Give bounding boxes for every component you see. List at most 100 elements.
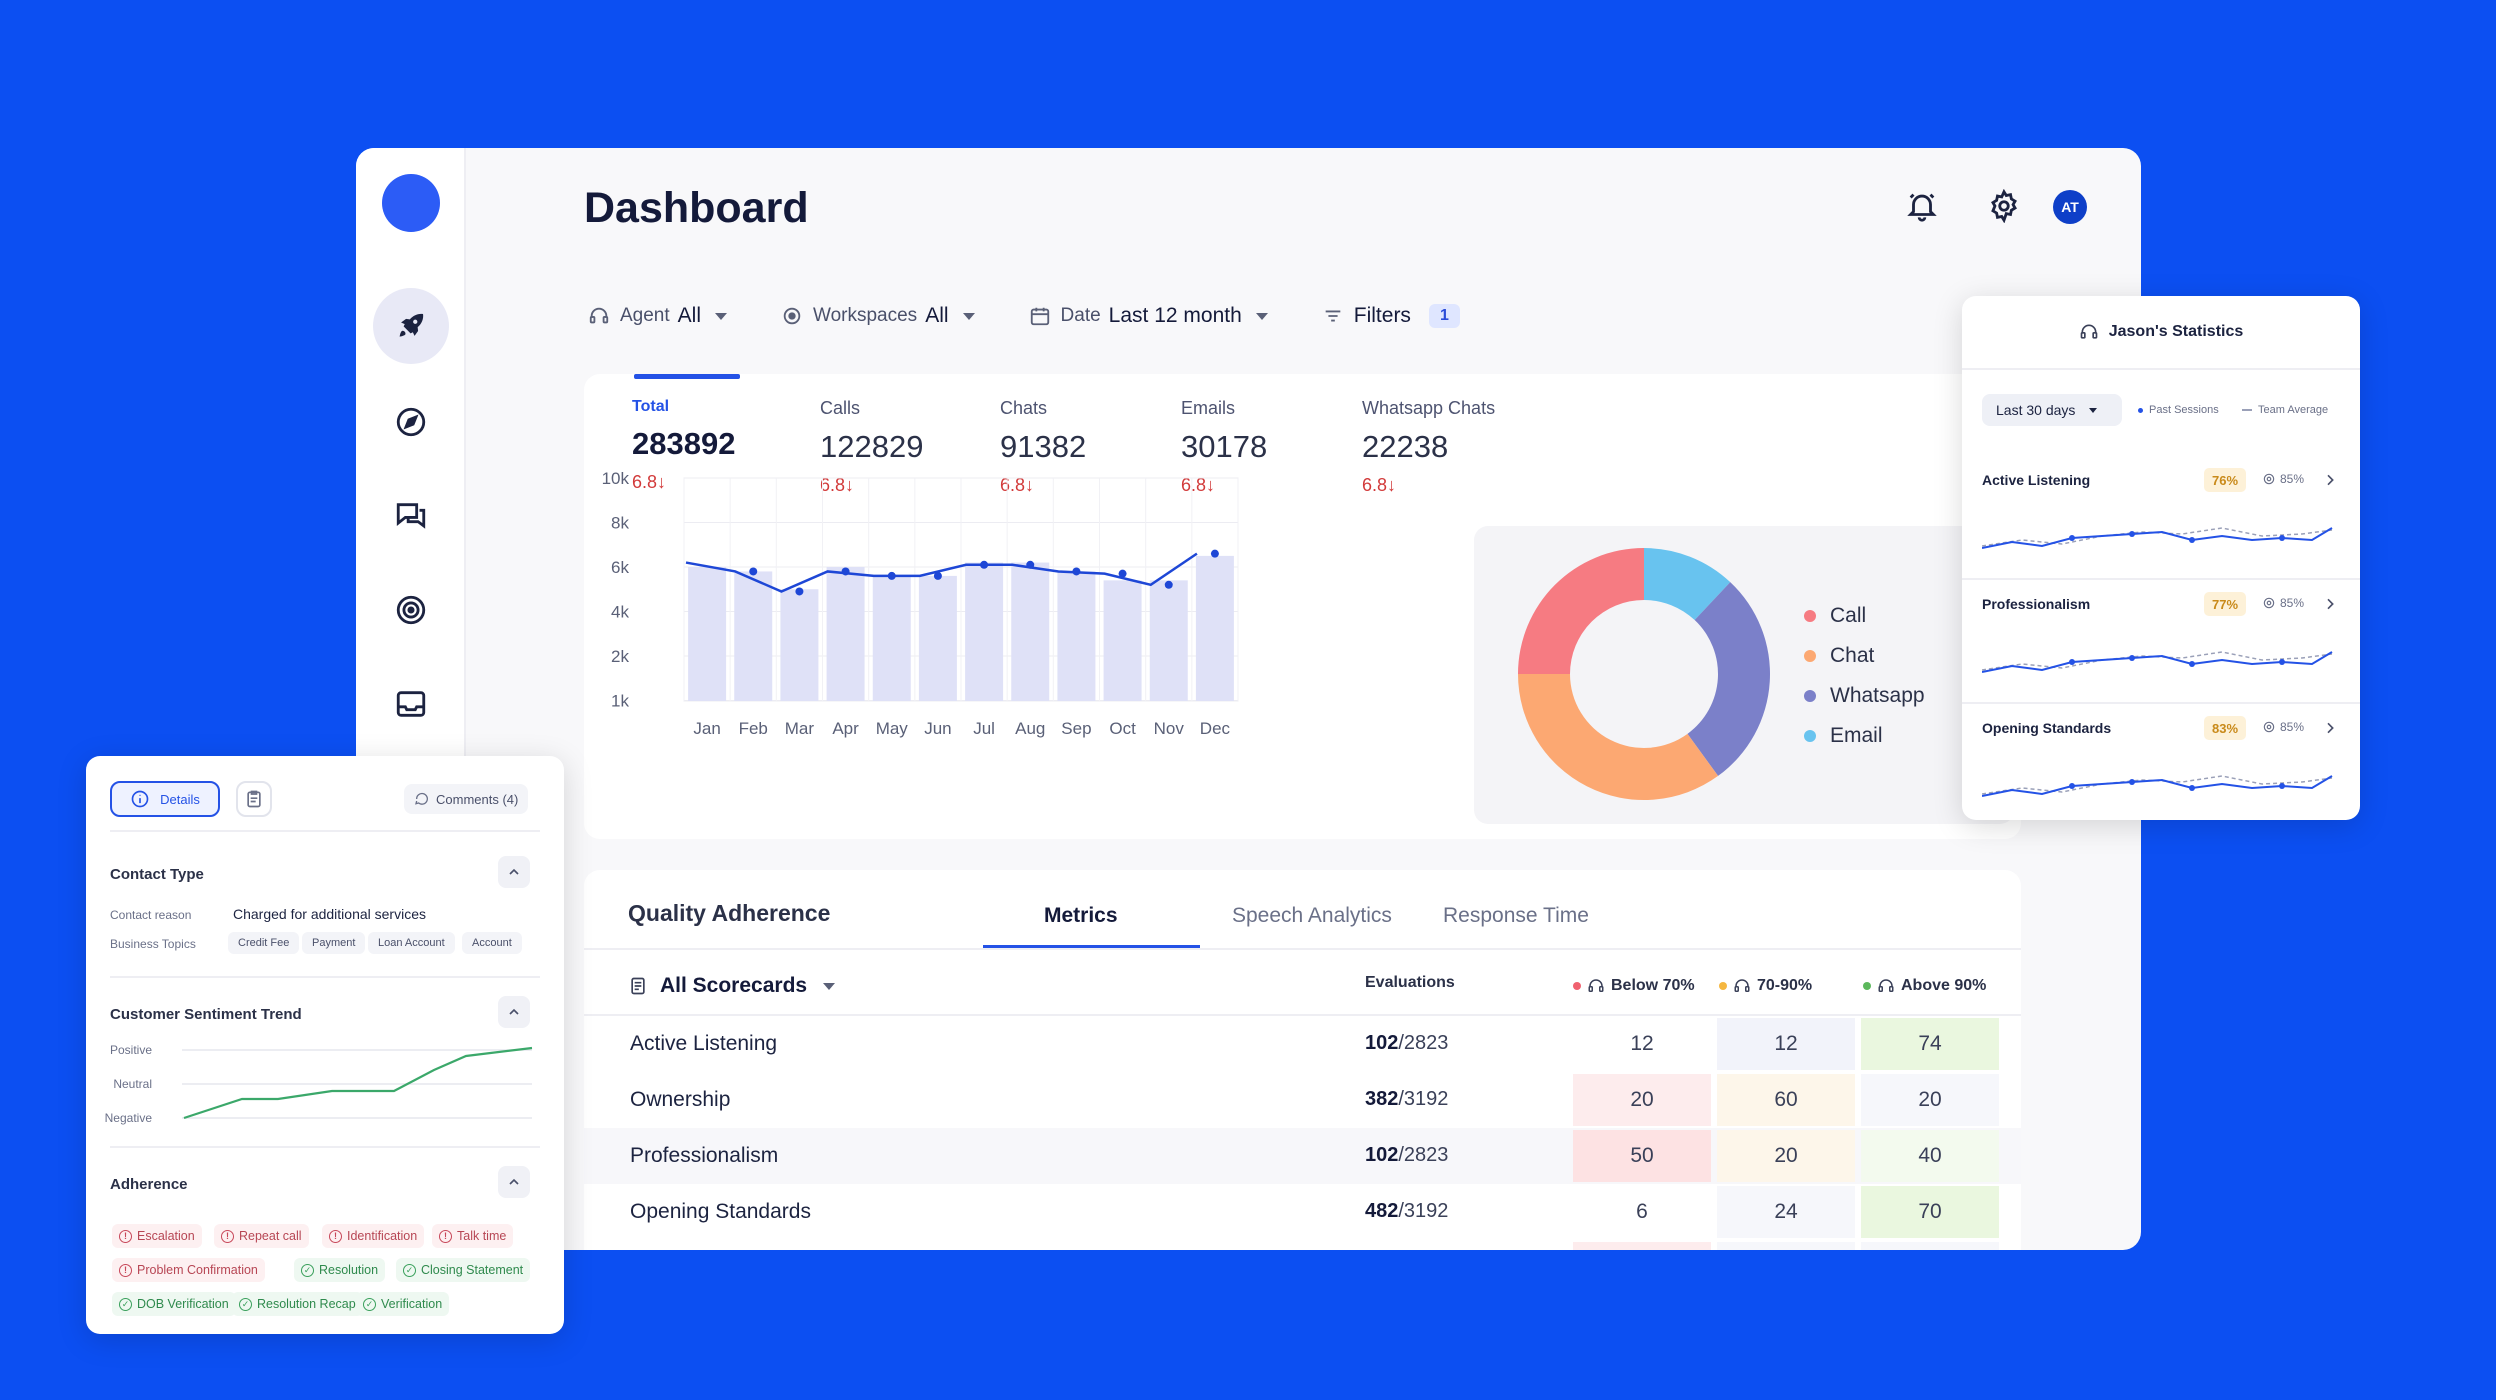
adherence-chip[interactable]: ! Problem Confirmation [112,1258,265,1282]
avatar[interactable]: AT [2053,190,2087,224]
dashboard-window: Dashboard AT Agent All Workspaces All Da… [356,148,2141,1250]
evaluations-header: Evaluations [1365,974,1455,991]
period-select[interactable]: Last 30 days [1982,394,2122,426]
collapse-adherence-button[interactable] [498,1166,530,1198]
sparkline-point [2129,779,2135,785]
stat-calls[interactable]: Calls 122829 6.8↓ [820,398,923,496]
adherence-chip-label: Resolution Recap [257,1297,356,1311]
date-filter[interactable]: Date Last 12 month [1029,304,1268,328]
green-dot [1863,982,1871,990]
stat-whatsapp[interactable]: Whatsapp Chats 22238 6.8↓ [1362,398,1495,496]
x-tick-label: Dec [1200,719,1231,738]
workspace-filter-label: Workspaces [813,305,918,326]
gear-icon[interactable] [1984,186,2024,226]
check-icon: ✓ [363,1297,376,1311]
legend-label: Chat [1830,644,1875,667]
app-logo[interactable] [382,174,440,232]
workspace-filter[interactable]: Workspaces All [781,304,975,328]
overview-card: Total 283892 6.8↓ Calls 122829 6.8↓ Chat… [584,374,2021,839]
tab-clipboard[interactable] [236,781,272,817]
legend-item: Email [1804,716,1925,756]
table-row[interactable]: Professionalism 102/2823 50 20 40 [584,1128,2021,1184]
y-tick-label: 8k [611,514,629,533]
alert-icon: ! [221,1229,234,1243]
row-name: Professionalism [630,1144,779,1167]
scorecard-select[interactable]: All Scorecards [628,974,836,998]
divider [1962,702,2360,704]
adherence-chip[interactable]: ✓ Verification [356,1292,450,1316]
compass-icon[interactable] [373,384,449,460]
tab-response-time[interactable]: Response Time [1443,904,1589,927]
headset-icon [1878,979,1894,992]
stats-panel-title: Jason's Statistics [1962,322,2360,342]
divider [584,1014,2021,1016]
stat-change: 6.8↓ [1000,475,1035,495]
table-row[interactable]: Ownership 382/3192 20 60 20 [584,1072,2021,1128]
adherence-chip[interactable]: ! Repeat call [214,1224,309,1248]
chat-icon[interactable] [373,478,449,554]
tab-comments[interactable]: Comments (4) [404,784,529,814]
mid-header-label: 70-90% [1757,977,1813,994]
filters-button[interactable]: Filters 1 [1322,304,1460,328]
adherence-chip[interactable]: ✓ Resolution Recap [232,1292,363,1316]
comment-icon [415,792,428,805]
adherence-chip[interactable]: ! Identification [322,1224,425,1248]
trend-point [1210,549,1219,558]
adherence-chip-label: Repeat call [239,1229,302,1243]
collapse-contact-type-button[interactable] [498,856,530,888]
check-icon: ✓ [301,1263,314,1277]
row-evaluations: 102/2823 [1365,1032,1449,1054]
chevron-right-icon[interactable] [2322,596,2338,612]
agent-filter[interactable]: Agent All [588,304,727,328]
collapse-sentiment-button[interactable] [498,996,530,1028]
inbox-icon[interactable] [373,666,449,742]
x-tick-label: Nov [1154,719,1185,738]
bell-icon[interactable] [1902,186,1942,226]
alert-icon: ! [119,1229,132,1243]
chevron-right-icon[interactable] [2322,472,2338,488]
bar [1195,555,1234,701]
x-tick-label: Jul [973,719,995,738]
adherence-chip[interactable]: ✓ Closing Statement [396,1258,531,1282]
above-header-label: Above 90% [1901,977,1987,994]
stat-emails[interactable]: Emails 30178 6.8↓ [1181,398,1267,496]
tab-details[interactable]: Details [110,781,220,817]
team-icon [2263,597,2275,609]
chevron-down-icon [962,312,975,320]
rocket-icon[interactable] [373,288,449,364]
adherence-chip[interactable]: ! Escalation [112,1224,202,1248]
bar [872,575,911,701]
target-icon[interactable] [373,572,449,648]
legend-dash [2242,409,2252,411]
tab-speech-analytics[interactable]: Speech Analytics [1232,904,1392,927]
table-row[interactable]: Active Listening 102/2823 12 12 74 [584,1016,2021,1072]
x-tick-label: Jun [924,719,951,738]
adherence-chip[interactable]: ! Talk time [432,1224,514,1248]
stat-total[interactable]: Total 283892 6.8↓ [632,398,735,493]
metric-name: Opening Standards [1982,720,2112,736]
adherence-chip-label: Closing Statement [421,1263,524,1277]
table-row[interactable]: Opening Standards 482/3192 6 24 70 [584,1184,2021,1240]
topic-chip: Account [462,932,522,954]
chevron-down-icon [823,982,836,990]
bar [734,571,773,701]
below-cell: 6 [1573,1186,1711,1238]
quality-adherence-card: Quality Adherence Metrics Speech Analyti… [584,870,2021,1250]
adherence-chip-label: Escalation [137,1229,195,1243]
sparkline-point [2189,537,2195,543]
active-tab-indicator [983,945,1200,948]
stat-label: Whatsapp Chats [1362,398,1496,418]
chevron-up-icon [509,1008,519,1015]
adherence-chip[interactable]: ✓ Resolution [294,1258,386,1282]
alert-icon: ! [329,1229,342,1243]
divider [584,948,2021,950]
tab-metrics[interactable]: Metrics [1044,904,1118,927]
chevron-right-icon[interactable] [2322,720,2338,736]
stat-chats[interactable]: Chats 91382 6.8↓ [1000,398,1086,496]
sentiment-level-label: Negative [104,1111,152,1125]
red-dot [1573,982,1581,990]
topic-chip: Loan Account [368,932,455,954]
headset-icon [2080,324,2098,339]
adherence-chip[interactable]: ✓ DOB Verification [112,1292,236,1316]
bar [780,589,819,701]
